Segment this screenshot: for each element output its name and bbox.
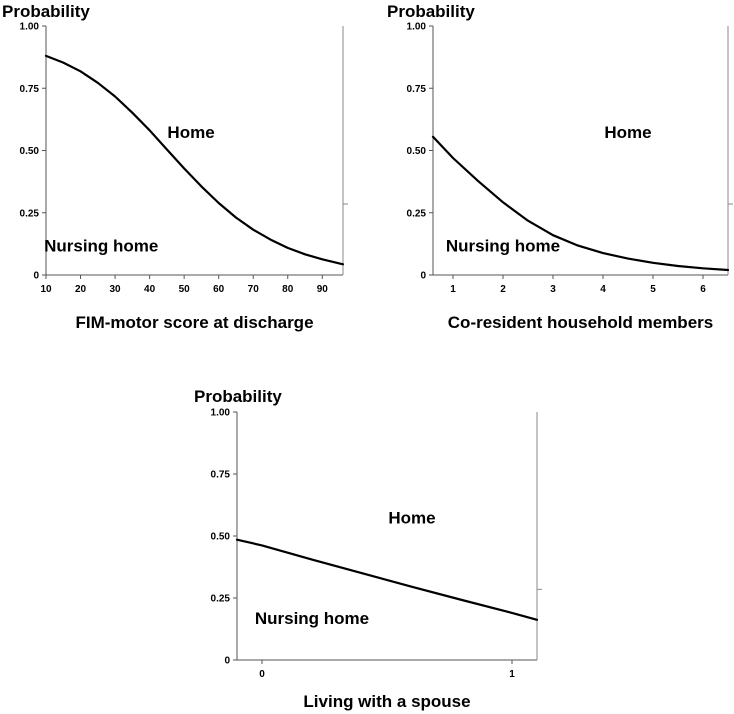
x-tick-label: 50 — [179, 284, 191, 295]
probability-curve — [431, 135, 730, 272]
y-tick-label: 0.75 — [211, 470, 231, 481]
y-tick-label: 1.00 — [20, 22, 40, 33]
x-tick-label: 2 — [500, 284, 506, 295]
y-tick-label: 0 — [420, 271, 426, 282]
y-tick-label: 0.50 — [407, 146, 427, 157]
y-tick-label: 0.75 — [407, 84, 427, 95]
x-axis-title: Co-resident household members — [448, 313, 713, 332]
x-tick-label: 10 — [40, 284, 52, 295]
x-tick-label: 5 — [650, 284, 656, 295]
y-tick-label: 0.75 — [20, 84, 40, 95]
region-label-home: Home — [167, 123, 214, 142]
y-tick-label: 0.50 — [20, 146, 40, 157]
probability-curve — [44, 54, 345, 266]
x-tick-label: 1 — [450, 284, 456, 295]
y-tick-label: 1.00 — [407, 22, 427, 33]
x-tick-label: 6 — [700, 284, 706, 295]
x-tick-label: 1 — [509, 669, 515, 680]
x-tick-label: 4 — [600, 284, 606, 295]
region-label-home: Home — [388, 509, 435, 528]
chart-3: 0 0.25 0.50 0.75 1.00 0 1 Probability Living wit… — [194, 387, 542, 711]
x-tick-label: 0 — [259, 669, 265, 680]
chart-2: 0 0.25 0.50 0.75 1.00 1 2 3 4 5 6 Probability Co-res… — [387, 2, 733, 332]
chart-1: 0 0.25 0.50 0.75 1.00 10 20 30 40 50 60 70 80 90 Proba… — [2, 2, 348, 332]
x-tick-label: 90 — [317, 284, 329, 295]
x-axis-title: FIM-motor score at discharge — [75, 313, 313, 332]
y-axis-title: Probability — [194, 387, 282, 406]
probability-curve — [235, 538, 539, 621]
y-tick-label: 0.50 — [211, 532, 231, 543]
region-label-nursing-home: Nursing home — [255, 609, 369, 628]
y-axis-title: Probability — [387, 2, 475, 21]
y-tick-label: 0 — [224, 656, 230, 667]
x-tick-label: 30 — [110, 284, 122, 295]
y-tick-label: 0.25 — [407, 208, 427, 219]
x-tick-label: 60 — [213, 284, 225, 295]
x-tick-label: 20 — [75, 284, 87, 295]
y-tick-label: 1.00 — [211, 408, 231, 419]
x-tick-label: 80 — [282, 284, 294, 295]
region-label-home: Home — [604, 123, 651, 142]
region-label-nursing-home: Nursing home — [446, 236, 560, 255]
x-tick-label: 70 — [248, 284, 260, 295]
x-tick-label: 40 — [144, 284, 156, 295]
region-label-nursing-home: Nursing home — [44, 236, 158, 255]
y-axis-title: Probability — [2, 2, 90, 21]
y-tick-label: 0 — [33, 271, 39, 282]
x-axis-title: Living with a spouse — [303, 692, 470, 711]
y-tick-label: 0.25 — [20, 208, 40, 219]
x-tick-label: 3 — [550, 284, 556, 295]
y-tick-label: 0.25 — [211, 594, 231, 605]
